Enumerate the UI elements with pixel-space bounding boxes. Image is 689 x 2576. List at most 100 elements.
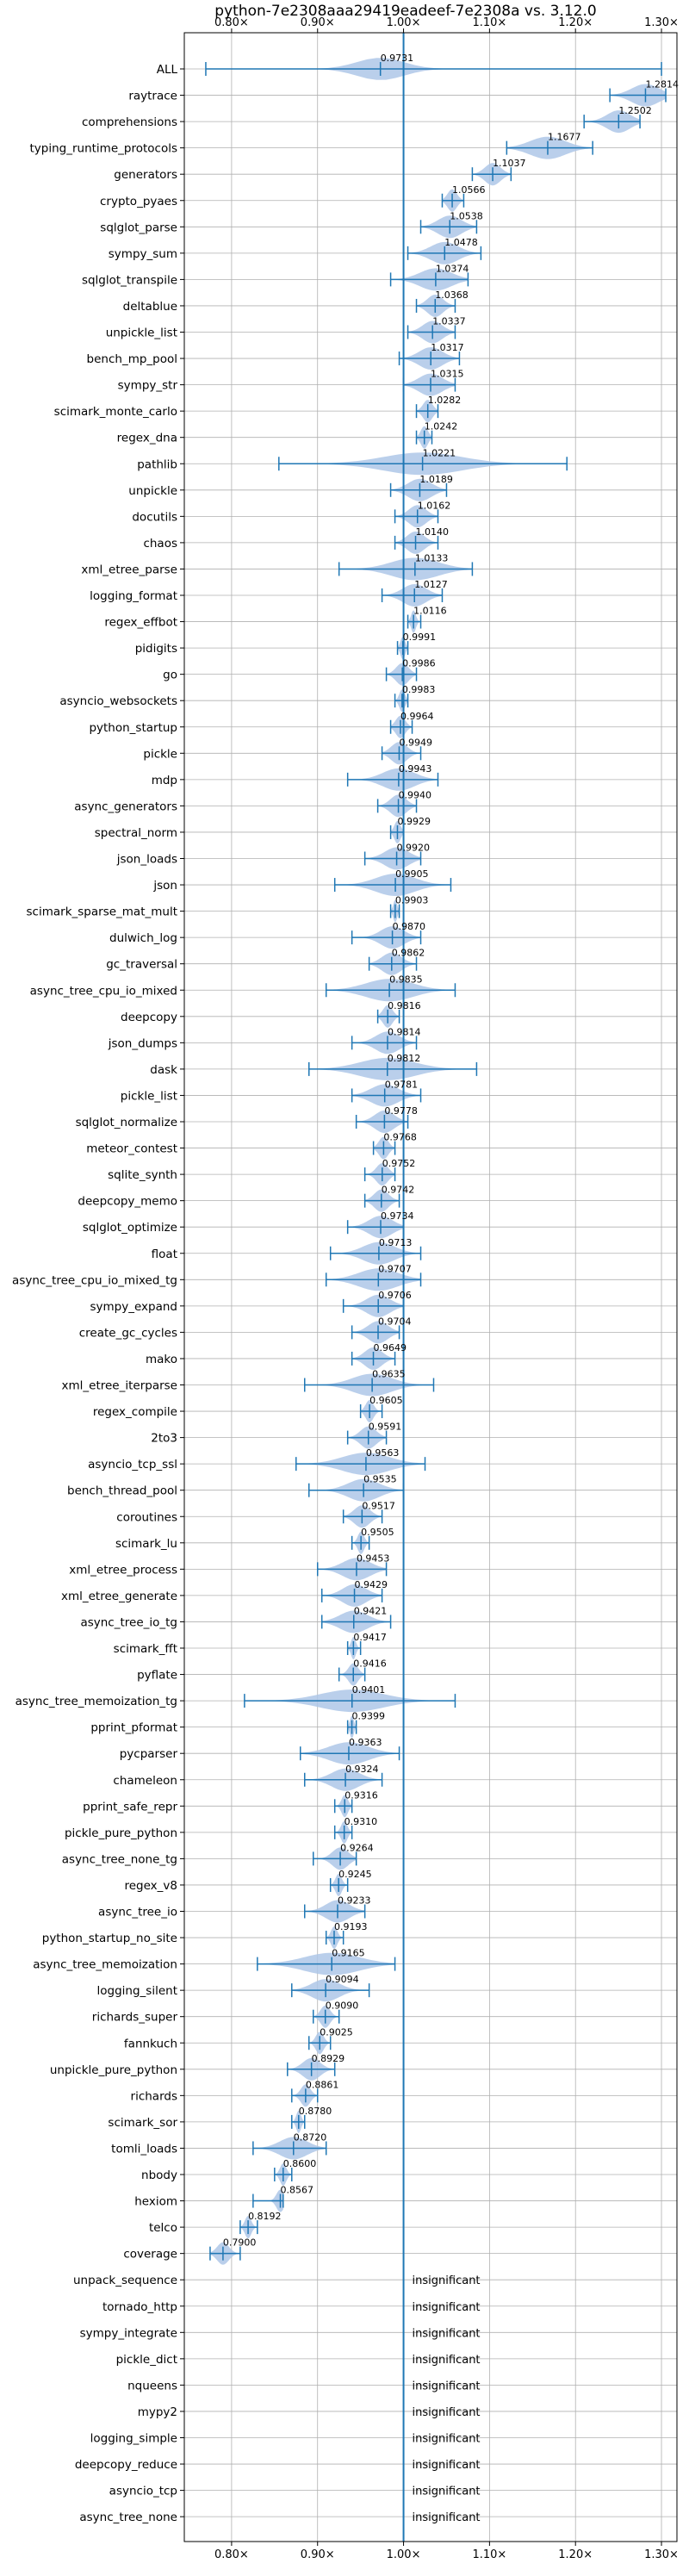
insignificant-label: insignificant (413, 2274, 481, 2287)
benchmark-label: pidigits (135, 642, 177, 656)
x-tick-label-bottom: 1.30× (644, 2548, 679, 2561)
benchmark-label: pprint_pformat (90, 1721, 177, 1735)
benchmark-label: nqueens (127, 2379, 177, 2392)
benchmark-label: sqlite_synth (108, 1168, 177, 1182)
benchmark-label: python_startup_no_site (42, 1932, 177, 1945)
benchmark-label: unpickle_pure_python (50, 2063, 177, 2077)
value-label: 1.0133 (415, 552, 449, 563)
benchmark-label: scimark_monte_carlo (54, 405, 177, 419)
benchmark-label: tomli_loads (111, 2142, 177, 2156)
benchmark-label: go (163, 669, 177, 682)
value-label: 0.9835 (389, 974, 423, 985)
value-label: 0.9706 (378, 1290, 412, 1301)
benchmark-label: pycparser (120, 1747, 178, 1761)
value-label: 0.9094 (326, 1974, 359, 1985)
value-label: 0.9090 (326, 2000, 359, 2012)
value-label: 1.0478 (444, 237, 478, 248)
insignificant-label: insignificant (413, 2486, 481, 2498)
value-label: 1.0162 (418, 500, 450, 511)
value-label: 0.8929 (312, 2053, 345, 2064)
benchmark-label: sympy_sum (109, 247, 177, 261)
value-label: 0.9903 (395, 895, 429, 906)
benchmark-label: deltablue (123, 300, 177, 314)
benchmark-label: deepcopy_reduce (75, 2458, 177, 2472)
value-label: 0.9649 (374, 1342, 407, 1353)
benchmark-label: sqlglot_normalize (76, 1116, 177, 1129)
benchmark-label: scimark_lu (115, 1537, 177, 1551)
value-label: 0.9245 (338, 1869, 372, 1880)
benchmark-label: async_tree_io (98, 1906, 177, 1920)
x-tick-label-bottom: 0.80× (214, 2548, 249, 2561)
value-label: 0.9416 (353, 1658, 387, 1670)
x-tick-label-top: 1.00× (387, 16, 421, 29)
benchmark-label: pickle_dict (116, 2353, 177, 2367)
benchmark-label: asyncio_tcp_ssl (88, 1458, 177, 1472)
value-label: 0.9816 (388, 1000, 421, 1011)
benchmark-label: xml_etree_process (69, 1563, 177, 1577)
value-label: 0.9635 (372, 1369, 406, 1380)
x-tick-label-top: 1.20× (558, 16, 593, 29)
x-tick-label-bottom: 0.90× (301, 2548, 335, 2561)
value-label: 0.7900 (223, 2237, 257, 2249)
value-label: 0.9862 (392, 948, 425, 959)
grid (184, 33, 677, 2542)
benchmark-label: xml_etree_generate (61, 1590, 177, 1603)
value-label: 1.0368 (435, 289, 469, 301)
value-label: 0.9401 (352, 1684, 386, 1696)
benchmark-label: scimark_fft (114, 1642, 177, 1656)
value-label: 0.9929 (397, 816, 431, 827)
value-label: 0.9421 (354, 1605, 388, 1616)
benchmark-label: sqlglot_optimize (83, 1221, 177, 1235)
insignificant-label: insignificant (413, 2459, 481, 2472)
benchmark-label: richards_super (92, 2011, 178, 2025)
benchmark-label: asyncio_websockets (59, 694, 177, 708)
benchmark-label: hexiom (134, 2195, 177, 2209)
insignificant-label: insignificant (413, 2327, 481, 2340)
value-label: 0.9505 (361, 1527, 394, 1538)
benchmark-label: sqlglot_transpile (82, 273, 177, 287)
insignificant-label: insignificant (413, 2354, 481, 2367)
value-label: 0.9920 (397, 843, 431, 854)
benchmark-label: fannkuch (124, 2037, 177, 2050)
benchmark-label: mdp (152, 774, 177, 787)
benchmark-label: mako (146, 1353, 177, 1366)
value-label: 0.9991 (403, 632, 437, 643)
benchmark-label: sympy_expand (90, 1300, 177, 1314)
benchmark-label: meteor_contest (86, 1142, 177, 1156)
benchmark-label: async_tree_memoization (33, 1958, 177, 1972)
benchmark-label: async_tree_none_tg (62, 1852, 177, 1866)
benchmark-label: async_tree_cpu_io_mixed_tg (12, 1273, 177, 1287)
value-label: 1.0116 (413, 606, 447, 617)
value-label: 0.9943 (399, 763, 432, 775)
value-label: 0.9363 (349, 1737, 382, 1748)
value-label: 0.9310 (344, 1816, 378, 1827)
x-axis-ticks: 0.80× 0.80× 0.90× 0.90× 1.00× 1.00× 1.10× 1.10×… (180, 16, 679, 2561)
benchmark-label: float (152, 1248, 177, 1261)
value-label: 0.9731 (381, 53, 414, 64)
value-label: 0.9264 (340, 1842, 374, 1853)
benchmark-label: logging_silent (97, 1984, 177, 1998)
benchmark-label: richards (131, 2089, 177, 2103)
benchmark-label: ALL (157, 63, 178, 77)
value-label: 1.0337 (432, 316, 466, 327)
value-label: 0.8192 (248, 2211, 282, 2222)
value-label: 1.0221 (423, 447, 456, 458)
benchmark-label: unpack_sequence (73, 2274, 177, 2287)
value-label: 1.0374 (436, 263, 469, 274)
value-label: 0.9324 (345, 1764, 379, 1775)
benchmark-label: deepcopy (121, 1011, 177, 1024)
value-label: 1.1677 (548, 132, 581, 143)
value-label: 0.9704 (378, 1316, 412, 1327)
value-label: 1.1037 (493, 158, 526, 169)
value-label: 0.9949 (399, 737, 432, 748)
benchmark-label: bench_mp_pool (87, 352, 177, 366)
benchmark-label: async_tree_none (79, 2511, 177, 2524)
benchmark-label: json_dumps (108, 1036, 177, 1050)
benchmark-label: regex_v8 (124, 1879, 177, 1893)
benchmark-label: async_tree_memoization_tg (16, 1695, 177, 1708)
benchmark-label: logging_simple (90, 2432, 177, 2446)
benchmark-label: scimark_sparse_mat_mult (27, 905, 177, 919)
x-tick-label-bottom: 1.10× (472, 2548, 506, 2561)
value-label: 0.9165 (332, 1948, 365, 1959)
value-label: 1.0242 (425, 421, 458, 432)
